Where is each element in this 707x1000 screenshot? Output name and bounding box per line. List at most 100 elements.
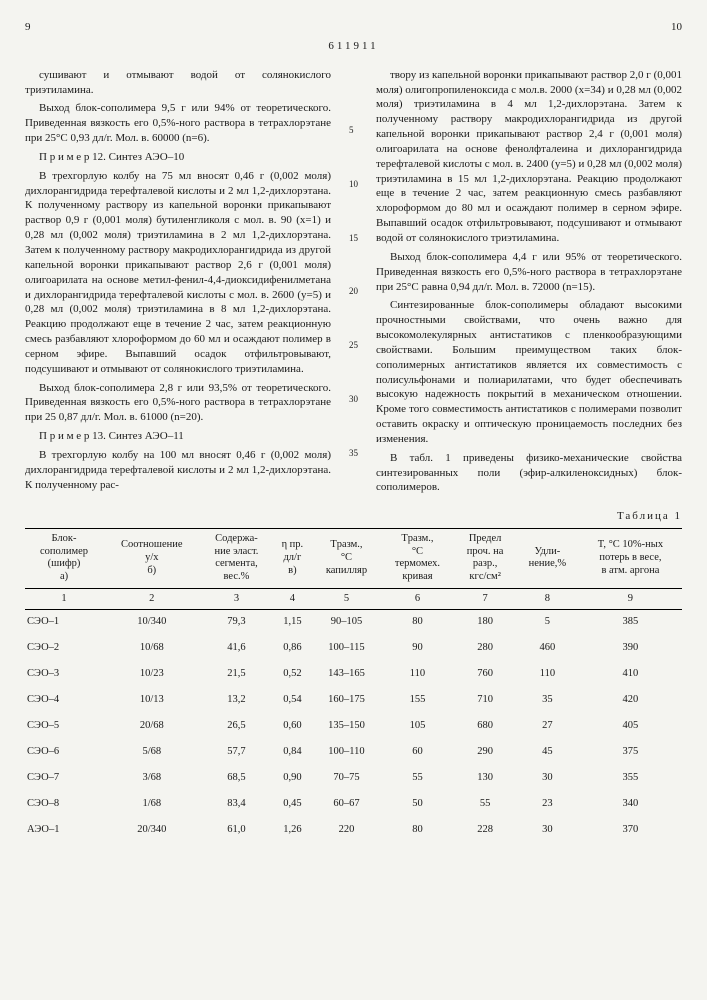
table-cell: 57,7 xyxy=(200,739,272,765)
table-cell: 30 xyxy=(516,817,579,843)
paragraph: сушивают и отмывают водой от солянокисло… xyxy=(25,68,331,98)
table-cell: 710 xyxy=(454,687,516,713)
line-numbers: 5 10 15 20 25 30 35 xyxy=(349,68,358,500)
col-header: Удли-нение,% xyxy=(516,529,579,588)
col-num: 3 xyxy=(200,588,272,609)
col-num: 4 xyxy=(272,588,312,609)
table-row: СЭО–310/2321,50,52143–165110760110410 xyxy=(25,661,682,687)
table-row: СЭО–520/6826,50,60135–15010568027405 xyxy=(25,713,682,739)
table-row: СЭО–210/6841,60,86100–11590280460390 xyxy=(25,635,682,661)
table-cell: 180 xyxy=(454,609,516,635)
col-num: 1 xyxy=(25,588,103,609)
table-cell: 0,84 xyxy=(272,739,312,765)
properties-table: Блок-сополимер(шифр)a) Соотношениеy/xб) … xyxy=(25,528,682,843)
text-columns: сушивают и отмывают водой от солянокисло… xyxy=(25,68,682,500)
table-cell: 10/23 xyxy=(103,661,200,687)
table-cell: 340 xyxy=(579,791,682,817)
col-num: 8 xyxy=(516,588,579,609)
paragraph: Выход блок-сополимера 9,5 г или 94% от т… xyxy=(25,101,331,146)
table-row: СЭО–65/6857,70,84100–1106029045375 xyxy=(25,739,682,765)
paragraph: Синтезированные блок-сополимеры обладают… xyxy=(376,298,682,446)
table-cell: 220 xyxy=(312,817,380,843)
table-cell: 390 xyxy=(579,635,682,661)
table-cell: СЭО–1 xyxy=(25,609,103,635)
table-cell: 280 xyxy=(454,635,516,661)
paragraph: П р и м е р 13. Синтез АЭО–11 xyxy=(25,429,331,444)
table-cell: 80 xyxy=(381,817,455,843)
table-cell: СЭО–6 xyxy=(25,739,103,765)
table-cell: 61,0 xyxy=(200,817,272,843)
col-num: 7 xyxy=(454,588,516,609)
table-cell: 410 xyxy=(579,661,682,687)
table-cell: 79,3 xyxy=(200,609,272,635)
table-cell: 83,4 xyxy=(200,791,272,817)
table-cell: 0,45 xyxy=(272,791,312,817)
table-cell: 1,15 xyxy=(272,609,312,635)
col-header: Блок-сополимер(шифр)a) xyxy=(25,529,103,588)
table-cell: 290 xyxy=(454,739,516,765)
table-cell: 3/68 xyxy=(103,765,200,791)
table-cell: 370 xyxy=(579,817,682,843)
table-cell: 155 xyxy=(381,687,455,713)
table-cell: 55 xyxy=(454,791,516,817)
table-cell: 60 xyxy=(381,739,455,765)
line-num: 25 xyxy=(349,339,358,351)
table-cell: 55 xyxy=(381,765,455,791)
line-num: 35 xyxy=(349,447,358,459)
table-cell: 80 xyxy=(381,609,455,635)
table-cell: 0,52 xyxy=(272,661,312,687)
table-header-row: Блок-сополимер(шифр)a) Соотношениеy/xб) … xyxy=(25,529,682,588)
paragraph: Выход блок-сополимера 4,4 г или 95% от т… xyxy=(376,250,682,295)
col-num: 2 xyxy=(103,588,200,609)
page-number-right: 10 xyxy=(671,20,682,35)
table-cell: 460 xyxy=(516,635,579,661)
table-cell: 30 xyxy=(516,765,579,791)
table-cell: 0,60 xyxy=(272,713,312,739)
paragraph: Выход блок-сополимера 2,8 г или 93,5% от… xyxy=(25,381,331,426)
table-cell: СЭО–8 xyxy=(25,791,103,817)
col-header: Tразм.,°Стермомех.кривая xyxy=(381,529,455,588)
paragraph: В табл. 1 приведены физико-механические … xyxy=(376,451,682,496)
table-cell: 41,6 xyxy=(200,635,272,661)
col-header: T, °С 10%-ныхпотерь в весе,в атм. аргона xyxy=(579,529,682,588)
table-cell: 385 xyxy=(579,609,682,635)
table-cell: 100–115 xyxy=(312,635,380,661)
table-cell: 420 xyxy=(579,687,682,713)
table-cell: 0,86 xyxy=(272,635,312,661)
table-cell: 90 xyxy=(381,635,455,661)
table-cell: 228 xyxy=(454,817,516,843)
table-cell: АЭО–1 xyxy=(25,817,103,843)
table-cell: 355 xyxy=(579,765,682,791)
table-cell: 760 xyxy=(454,661,516,687)
table-cell: 90–105 xyxy=(312,609,380,635)
col-header: Содержа-ние эласт.сегмента,вес.% xyxy=(200,529,272,588)
left-column: сушивают и отмывают водой от солянокисло… xyxy=(25,68,331,500)
table-cell: 21,5 xyxy=(200,661,272,687)
col-num: 9 xyxy=(579,588,682,609)
table-cell: СЭО–7 xyxy=(25,765,103,791)
table-cell: 100–110 xyxy=(312,739,380,765)
table-cell: 0,54 xyxy=(272,687,312,713)
table-cell: 110 xyxy=(381,661,455,687)
table-cell: СЭО–4 xyxy=(25,687,103,713)
table-cell: 45 xyxy=(516,739,579,765)
table-cell: 60–67 xyxy=(312,791,380,817)
table-cell: 27 xyxy=(516,713,579,739)
table-cell: 160–175 xyxy=(312,687,380,713)
table-cell: 105 xyxy=(381,713,455,739)
table-row: АЭО–120/34061,01,262208022830370 xyxy=(25,817,682,843)
line-num: 30 xyxy=(349,393,358,405)
table-cell: 68,5 xyxy=(200,765,272,791)
table-cell: 13,2 xyxy=(200,687,272,713)
table-body: СЭО–110/34079,31,1590–105801805385СЭО–21… xyxy=(25,609,682,843)
table-cell: 5/68 xyxy=(103,739,200,765)
table-cell: 20/68 xyxy=(103,713,200,739)
page-number-left: 9 xyxy=(25,20,31,35)
table-row: СЭО–410/1313,20,54160–17515571035420 xyxy=(25,687,682,713)
table-cell: СЭО–2 xyxy=(25,635,103,661)
table-cell: 23 xyxy=(516,791,579,817)
table-colnum-row: 1 2 3 4 5 6 7 8 9 xyxy=(25,588,682,609)
col-header: Пределпроч. наразр.,кгс/см² xyxy=(454,529,516,588)
col-header: Соотношениеy/xб) xyxy=(103,529,200,588)
paragraph: В трехгорлую колбу на 100 мл вносят 0,46… xyxy=(25,448,331,493)
